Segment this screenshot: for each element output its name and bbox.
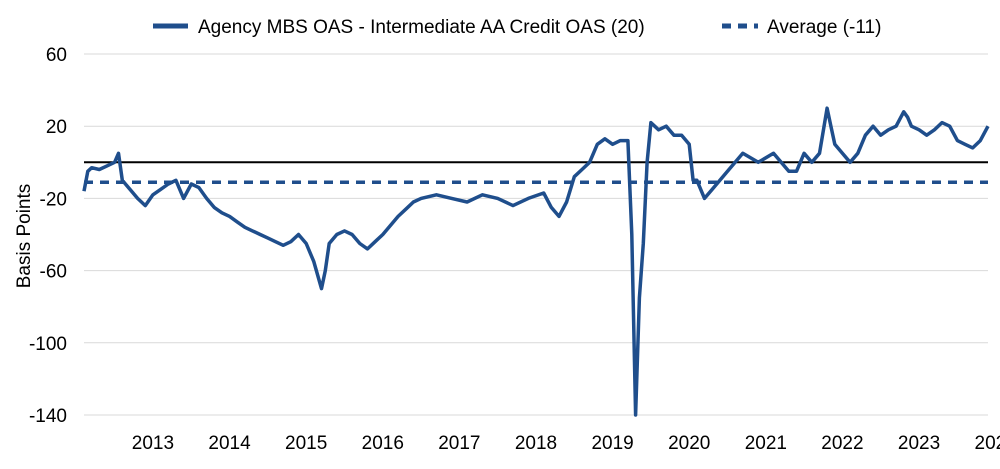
x-tick-label: 2021 xyxy=(745,433,787,454)
legend-label-series: Agency MBS OAS - Intermediate AA Credit … xyxy=(198,17,645,38)
y-axis-title: Basis Points xyxy=(14,184,35,289)
y-tick-label: -100 xyxy=(29,334,67,355)
x-tick-label: 2017 xyxy=(438,433,480,454)
y-axis-ticks: 60 20 -20 -60 -100 -140 xyxy=(29,45,67,427)
x-axis-ticks: 2013 2014 2015 2016 2017 2018 2019 2020 2021 2022… xyxy=(132,433,1000,454)
y-tick-label: -140 xyxy=(29,406,67,427)
x-tick-label: 2018 xyxy=(515,433,557,454)
y-tick-label: -60 xyxy=(40,262,67,283)
x-tick-label: 2013 xyxy=(132,433,174,454)
x-tick-label: 2016 xyxy=(362,433,404,454)
x-tick-label: 2015 xyxy=(285,433,327,454)
y-tick-label: -20 xyxy=(40,189,67,210)
gridlines xyxy=(84,53,988,416)
legend: Agency MBS OAS - Intermediate AA Credit … xyxy=(153,17,881,38)
y-tick-label: 60 xyxy=(46,45,67,66)
x-tick-label: 2020 xyxy=(668,433,710,454)
x-tick-label: 2022 xyxy=(821,433,863,454)
x-tick-label: 2024 xyxy=(975,433,1000,454)
x-tick-label: 2019 xyxy=(591,433,633,454)
legend-label-average: Average (-11) xyxy=(767,17,881,38)
y-tick-label: 20 xyxy=(46,117,67,138)
spread-line xyxy=(82,106,990,417)
x-tick-label: 2014 xyxy=(208,433,251,454)
x-tick-label: 2023 xyxy=(898,433,940,454)
